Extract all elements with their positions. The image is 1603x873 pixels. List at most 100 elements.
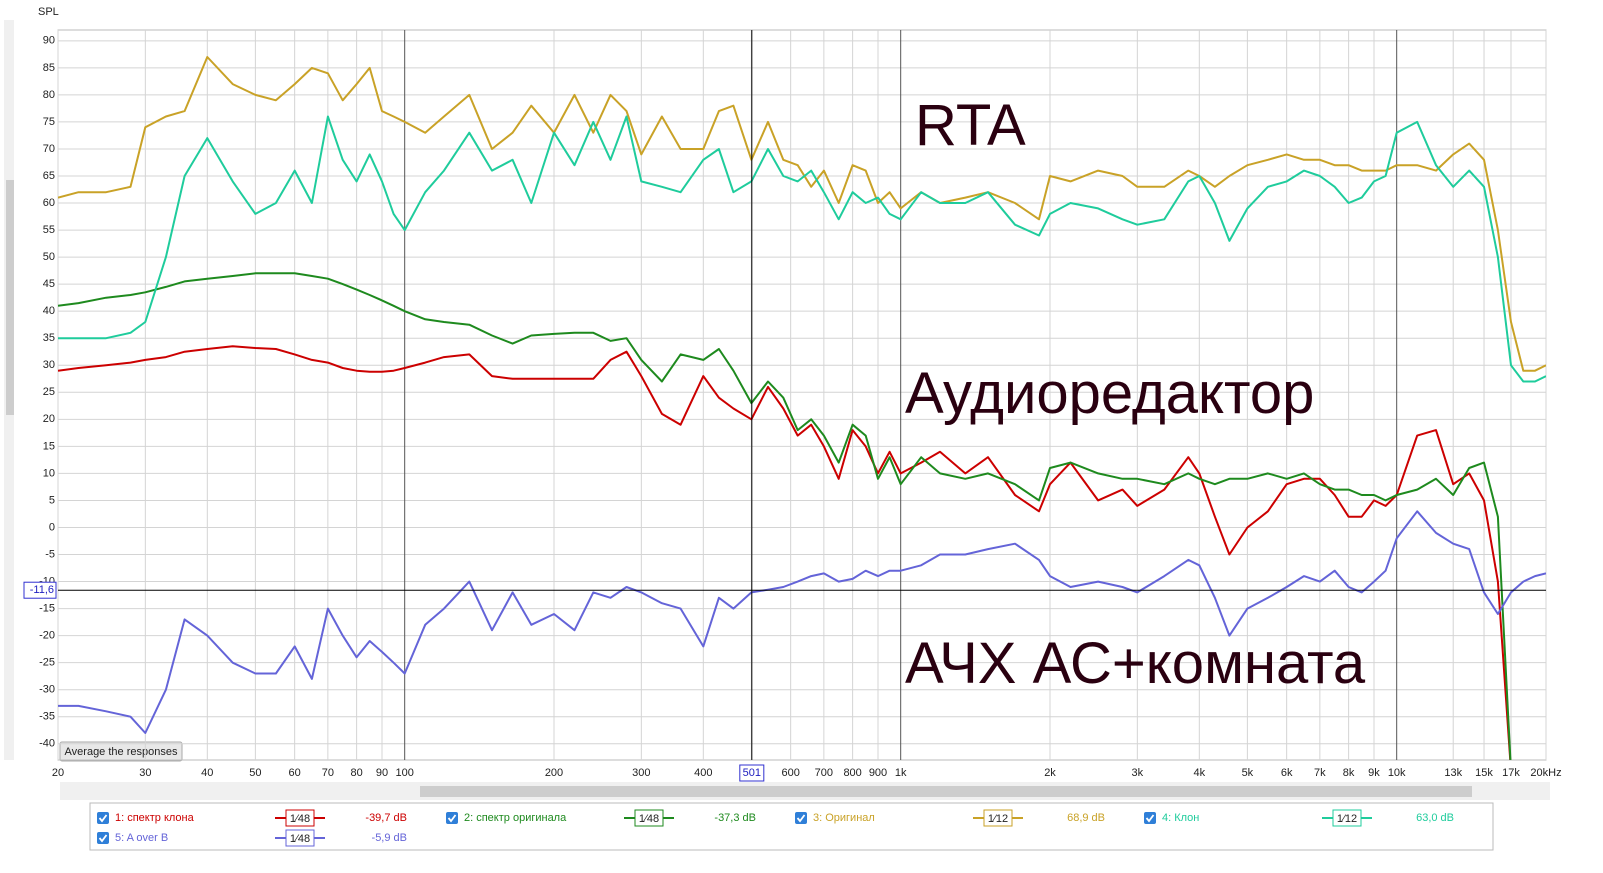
legend-panel <box>89 802 1494 851</box>
average-button-label[interactable]: Average the responses <box>65 746 178 758</box>
legend-name: 3: Оригинал <box>813 812 875 824</box>
y-tick-label: -20 <box>39 630 55 642</box>
y-tick-label: 40 <box>43 305 55 317</box>
legend-check[interactable] <box>1145 814 1155 823</box>
series-line <box>58 56 1546 372</box>
legend-smoothing-box[interactable] <box>983 809 1013 827</box>
y-tick-label: 30 <box>43 359 55 371</box>
average-button[interactable] <box>59 741 183 762</box>
legend-checkbox[interactable] <box>795 812 807 824</box>
x-tick-label: 15k <box>1475 767 1493 779</box>
x-tick-label: 70 <box>322 767 334 779</box>
x-tick-label: 8k <box>1343 767 1355 779</box>
x-tick-label: 40 <box>201 767 213 779</box>
legend-check[interactable] <box>447 814 457 823</box>
legend-readout: -37,3 dB <box>714 812 756 824</box>
cursor-y-label: -11,6 <box>30 584 54 596</box>
legend-name: 4: Клон <box>1162 812 1199 824</box>
x-tick-label: 50 <box>249 767 261 779</box>
left-scroll-thumb[interactable] <box>6 180 14 415</box>
y-tick-label: -30 <box>39 684 55 696</box>
legend-checkbox[interactable] <box>97 832 109 844</box>
x-tick-label: 30 <box>139 767 151 779</box>
y-tick-label: 70 <box>43 143 55 155</box>
legend-name: 1: спектр клона <box>115 812 195 824</box>
x-tick-label: 2k <box>1044 767 1056 779</box>
legend-name: 5: A over B <box>115 832 168 844</box>
series-line <box>58 345 1512 760</box>
legend-readout: -39,7 dB <box>365 812 407 824</box>
x-tick-label: 700 <box>815 767 833 779</box>
y-tick-label: 10 <box>43 467 55 479</box>
cursor-x-box <box>739 764 765 782</box>
y-tick-label: 90 <box>43 35 55 47</box>
x-tick-label: 100 <box>396 767 414 779</box>
y-tick-label: 55 <box>43 224 55 236</box>
legend-name: 2: спектр оригинала <box>464 812 567 824</box>
y-tick-label: -25 <box>39 657 55 669</box>
y-tick-label: -15 <box>39 602 55 614</box>
legend-smoothing[interactable]: 1⁄12 <box>1337 813 1357 825</box>
x-tick-label: 1k <box>895 767 907 779</box>
series-line <box>58 115 1546 383</box>
x-tick-label: 90 <box>376 767 388 779</box>
y-tick-label: 80 <box>43 89 55 101</box>
annotation: Аудиоредактор <box>905 361 1314 426</box>
y-axis-label: SPL <box>38 6 59 18</box>
y-tick-label: 0 <box>49 521 55 533</box>
y-tick-label: -5 <box>45 548 55 560</box>
y-tick-label: 85 <box>43 62 55 74</box>
annotation: АЧХ АС+комната <box>905 631 1366 696</box>
legend-checkbox[interactable] <box>446 812 458 824</box>
legend-checkbox[interactable] <box>97 812 109 824</box>
legend-checkbox[interactable] <box>1144 812 1156 824</box>
legend-smoothing-box[interactable] <box>634 809 664 827</box>
legend-check[interactable] <box>98 814 108 823</box>
x-tick-label: 800 <box>843 767 861 779</box>
y-tick-label: 50 <box>43 251 55 263</box>
y-tick-label: 65 <box>43 170 55 182</box>
x-tick-label: 7k <box>1314 767 1326 779</box>
legend-smoothing-box[interactable] <box>285 829 315 847</box>
x-tick-label: 6k <box>1281 767 1293 779</box>
x-tick-label: 300 <box>632 767 650 779</box>
y-tick-label: -35 <box>39 711 55 723</box>
y-tick-label: -40 <box>39 738 55 750</box>
h-scroll-thumb[interactable] <box>420 786 1472 797</box>
legend-readout: 63,0 dB <box>1416 812 1454 824</box>
x-tick-label: 600 <box>781 767 799 779</box>
legend-check[interactable] <box>98 834 108 843</box>
legend-smoothing[interactable]: 1⁄12 <box>988 813 1008 825</box>
series-line <box>58 272 1512 760</box>
y-tick-label: 45 <box>43 278 55 290</box>
y-tick-label: 25 <box>43 386 55 398</box>
y-tick-label: 5 <box>49 494 55 506</box>
series-line <box>58 510 1546 734</box>
y-tick-label: 60 <box>43 197 55 209</box>
cursor-x-label: 501 <box>743 767 761 779</box>
x-tick-label: 4k <box>1193 767 1205 779</box>
x-tick-label: 17k <box>1502 767 1520 779</box>
y-tick-label: 15 <box>43 440 55 452</box>
x-tick-label: 80 <box>350 767 362 779</box>
legend-smoothing[interactable]: 1⁄48 <box>290 813 310 825</box>
x-tick-label: 400 <box>694 767 712 779</box>
x-tick-label: 20kHz <box>1530 767 1561 779</box>
legend-check[interactable] <box>796 814 806 823</box>
x-tick-label: 3k <box>1132 767 1144 779</box>
y-tick-label: 20 <box>43 413 55 425</box>
x-tick-label: 10k <box>1388 767 1406 779</box>
x-tick-label: 20 <box>52 767 64 779</box>
cursor-y-box <box>23 581 57 599</box>
legend-smoothing-box[interactable] <box>1332 809 1362 827</box>
legend-smoothing[interactable]: 1⁄48 <box>290 833 310 845</box>
y-tick-label: 75 <box>43 116 55 128</box>
x-tick-label: 60 <box>289 767 301 779</box>
annotation: RTA <box>915 93 1026 158</box>
legend-smoothing-box[interactable] <box>285 809 315 827</box>
y-tick-label: 35 <box>43 332 55 344</box>
legend-readout: -5,9 dB <box>372 832 407 844</box>
legend-smoothing[interactable]: 1⁄48 <box>639 813 659 825</box>
